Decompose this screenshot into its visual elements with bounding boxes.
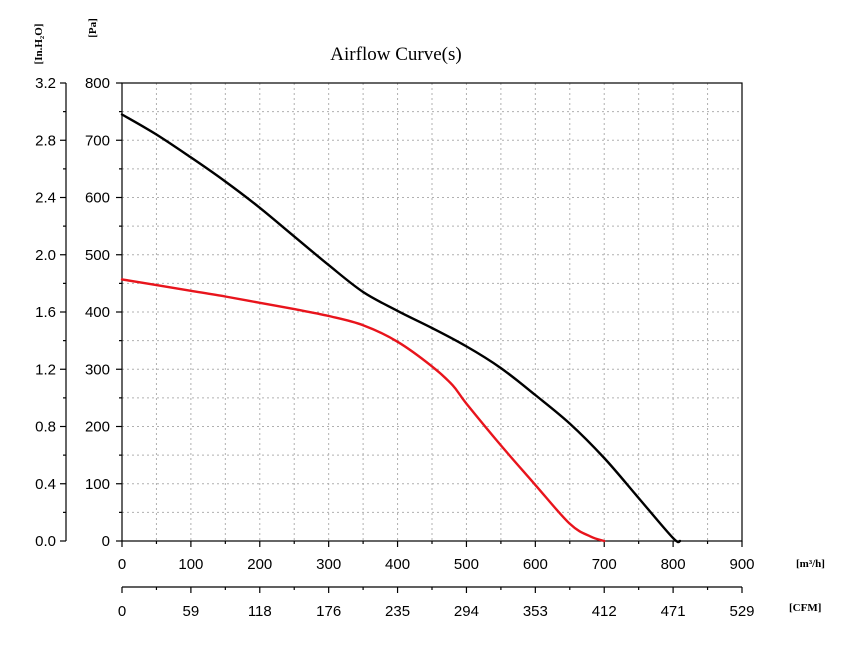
- x-primary-tick-label: 200: [247, 556, 272, 573]
- y-primary-tick-label: 800: [85, 75, 110, 92]
- y-primary-unit-label: [Pa]: [87, 18, 99, 38]
- x-primary-tick-label: 600: [523, 556, 548, 573]
- y-primary-tick-label: 500: [85, 247, 110, 264]
- y-secondary-tick-label: 2.0: [35, 247, 56, 264]
- x-secondary-tick-label: 235: [385, 603, 410, 620]
- x-secondary-tick-label: 118: [248, 603, 272, 620]
- y-primary-tick-label: 700: [85, 132, 110, 149]
- axes: [65, 82, 743, 588]
- x-primary-tick-label: 700: [592, 556, 617, 573]
- series-lines: [120, 113, 682, 544]
- y-secondary-tick-label: 2.4: [35, 190, 56, 207]
- x-primary-tick-label: 0: [118, 556, 126, 573]
- x-secondary-tick-label: 353: [523, 603, 548, 620]
- y-primary-tick-label: 600: [85, 190, 110, 207]
- y-secondary-unit-label: [In.H₂O]: [33, 24, 45, 65]
- x-primary-tick-label: 300: [316, 556, 341, 573]
- x-secondary-tick-label: 471: [661, 603, 686, 620]
- x-secondary-tick-label: 412: [592, 603, 617, 620]
- y-secondary-tick-label: 2.8: [35, 132, 56, 149]
- series-line-1: [120, 113, 682, 544]
- y-secondary-tick-label: 0.8: [35, 419, 56, 436]
- grid-lines: [122, 83, 742, 541]
- series-line-2: [120, 278, 606, 543]
- y-secondary-tick-label: 0.4: [35, 476, 56, 493]
- y-primary-tick-label: 300: [85, 361, 110, 378]
- x-primary-unit-label: [m³/h]: [796, 558, 825, 570]
- x-primary-tick-label: 800: [661, 556, 686, 573]
- x-secondary-tick-label: 176: [316, 603, 341, 620]
- x-primary-tick-label: 500: [454, 556, 479, 573]
- x-secondary-unit-label: [CFM]: [789, 602, 821, 614]
- y-secondary-tick-label: 1.2: [35, 361, 56, 378]
- y-primary-tick-label: 200: [85, 419, 110, 436]
- y-primary-tick-label: 400: [85, 304, 110, 321]
- x-secondary-tick-label: 59: [183, 603, 200, 620]
- axis-ticks: 0 100 200 300 400 500 600 700 800 0.0 0.4 0.8 1.2 1.6…: [35, 75, 754, 620]
- y-secondary-tick-label: 1.6: [35, 304, 56, 321]
- x-primary-tick-label: 100: [178, 556, 203, 573]
- x-primary-tick-label: 400: [385, 556, 410, 573]
- y-primary-tick-label: 0: [102, 533, 110, 550]
- chart-title: Airflow Curve(s): [330, 44, 461, 65]
- x-secondary-tick-label: 294: [454, 603, 479, 620]
- x-secondary-tick-label: 0: [118, 603, 126, 620]
- x-primary-tick-label: 900: [729, 556, 754, 573]
- y-primary-tick-label: 100: [85, 476, 110, 493]
- x-secondary-tick-label: 529: [729, 603, 754, 620]
- y-secondary-tick-label: 3.2: [35, 75, 56, 92]
- y-secondary-tick-label: 0.0: [35, 533, 56, 550]
